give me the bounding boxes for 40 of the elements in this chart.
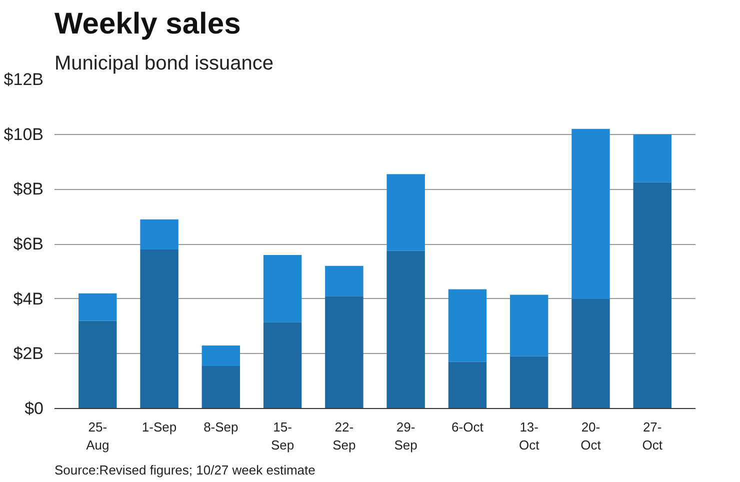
bar — [202, 345, 240, 366]
y-tick-label: $4B — [13, 289, 44, 308]
bar — [510, 294, 548, 356]
x-tick-label: 6-Oct — [452, 420, 484, 434]
bar — [325, 266, 364, 296]
bar — [140, 249, 178, 408]
bar — [633, 182, 672, 408]
x-tick-label: 29-Sep — [394, 420, 418, 452]
x-tick-label: 25-Aug — [86, 420, 110, 452]
bar — [202, 366, 240, 408]
y-tick-label: $12B — [4, 70, 44, 89]
bar — [510, 356, 548, 408]
bar — [78, 293, 117, 321]
x-tick-label: 13-Oct — [518, 420, 540, 452]
x-tick-label: 20-Oct — [580, 420, 602, 452]
bar — [325, 296, 364, 408]
x-tick-label: 22-Sep — [332, 420, 356, 452]
x-tick-label: 1-Sep — [142, 420, 177, 434]
bar — [448, 289, 487, 362]
bar — [572, 128, 610, 299]
bar — [140, 219, 178, 250]
y-tick-label: $10B — [4, 124, 44, 144]
bar — [78, 320, 117, 408]
chart-title: Weekly sales — [54, 8, 241, 40]
bar — [263, 254, 302, 322]
y-tick-label: $6B — [13, 234, 44, 254]
y-tick-label: $8B — [13, 180, 44, 199]
chart-subtitle: Municipal bond issuance — [54, 52, 274, 74]
bar — [386, 174, 425, 251]
x-tick-label: 8-Sep — [204, 420, 238, 434]
source-note: Source:Revised figures; 10/27 week estimate — [54, 462, 316, 478]
bar — [633, 134, 672, 182]
x-tick-label: 27-Oct — [642, 420, 663, 452]
bar — [572, 298, 610, 408]
bar — [448, 362, 487, 408]
y-tick-label: $0 — [24, 399, 44, 418]
bar — [386, 250, 425, 408]
bar — [263, 322, 302, 408]
x-tick-label: 15-Sep — [270, 420, 294, 452]
y-tick-label: $2B — [13, 344, 44, 364]
